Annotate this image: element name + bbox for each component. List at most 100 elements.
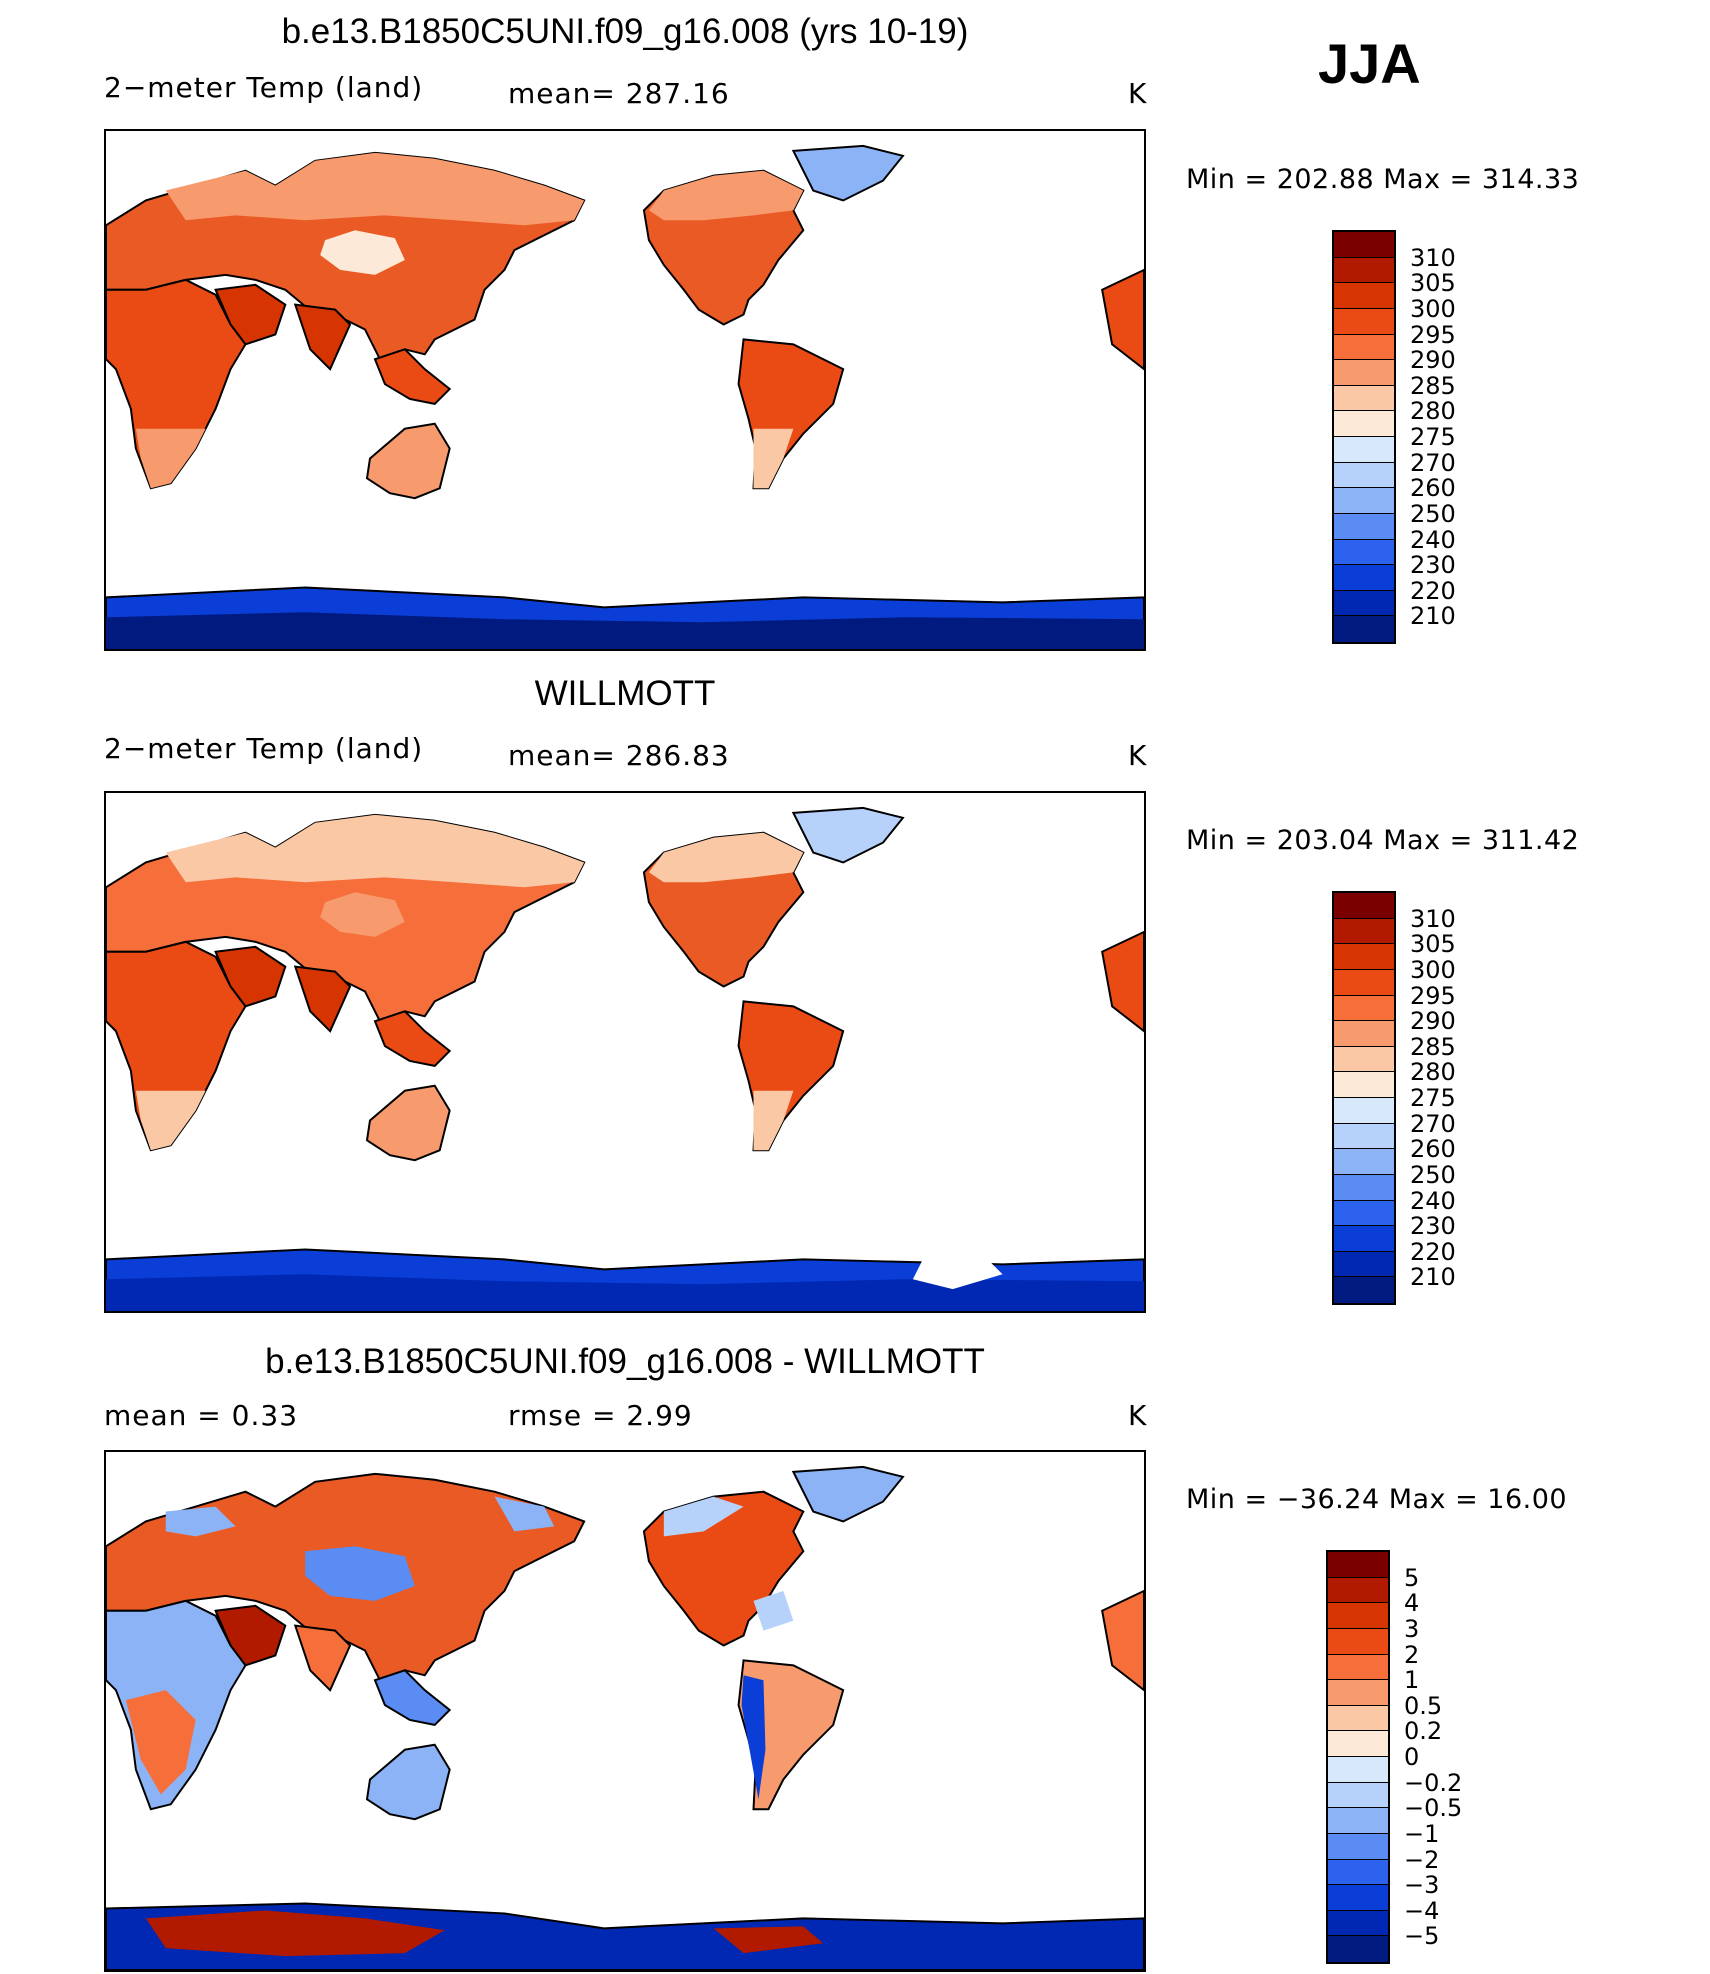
colorbar-swatch (1334, 1251, 1394, 1278)
colorbar-swatch (1334, 995, 1394, 1022)
mean-label: mean= 286.83 (508, 739, 730, 772)
colorbar-tick-label: 240 (1410, 1186, 1456, 1215)
colorbar-tick-label: 2 (1404, 1640, 1420, 1669)
units-label: K (1128, 1399, 1148, 1432)
units-label: K (1128, 77, 1148, 110)
colorbar-tick-label: 295 (1410, 320, 1456, 349)
map-panel (104, 1450, 1146, 1972)
colorbar-tick-label: 270 (1410, 448, 1456, 477)
colorbar-tick-label: 210 (1410, 602, 1456, 631)
iberia-wedge (1101, 930, 1144, 1033)
colorbar-swatch (1334, 308, 1394, 335)
colorbar-swatch (1334, 411, 1394, 437)
units-label: K (1128, 739, 1148, 772)
colorbar-swatch (1328, 1628, 1388, 1655)
colorbar-swatch (1334, 1277, 1394, 1303)
colorbar-tick-label: 270 (1410, 1109, 1456, 1138)
colorbar-tick-label: 230 (1410, 1212, 1456, 1241)
colorbar-tick-label: 0.2 (1404, 1717, 1443, 1746)
colorbar-swatch (1334, 360, 1394, 386)
colorbar-tick-label: 0.5 (1404, 1691, 1443, 1720)
eurasia-north (165, 152, 585, 226)
colorbar-swatch (1334, 257, 1394, 284)
colorbar-swatch (1334, 385, 1394, 412)
colorbar-swatch (1334, 590, 1394, 617)
map-panel (104, 791, 1146, 1313)
variable-label: 2−meter Temp (land) (104, 732, 424, 765)
colorbar-swatch (1334, 1174, 1394, 1201)
colorbar-swatch (1334, 893, 1394, 919)
colorbar-tick-label: 285 (1410, 1032, 1456, 1061)
map-panel (104, 129, 1146, 651)
colorbar-swatch (1328, 1577, 1388, 1604)
colorbar-swatch (1334, 232, 1394, 258)
colorbar-tick-label: 250 (1410, 1160, 1456, 1189)
north-america-cool (663, 1496, 794, 1631)
colorbar-tick-label: 210 (1410, 1263, 1456, 1292)
colorbar-tick-label: 285 (1410, 371, 1456, 400)
temperature-map (106, 144, 1144, 649)
colorbar-swatch (1328, 1603, 1388, 1629)
se-asia (373, 1669, 452, 1726)
iberia-wedge (1101, 268, 1144, 371)
colorbar-swatch (1334, 334, 1394, 361)
colorbar-tick-label: 240 (1410, 525, 1456, 554)
ice-shelf-gap (912, 1254, 1003, 1290)
antarctica-warm-anomaly (145, 1910, 824, 1957)
colorbar-tick-label: 290 (1410, 346, 1456, 375)
panel-title: WILLMOTT (534, 674, 716, 713)
greenland (791, 806, 905, 864)
se-asia (373, 1010, 452, 1067)
patagonia (753, 428, 794, 489)
colorbar-tick-label: 305 (1410, 930, 1456, 959)
tibet (320, 230, 405, 275)
tibet-anomaly (305, 1546, 415, 1601)
colorbar-swatch (1328, 1833, 1388, 1860)
colorbar-swatch (1334, 918, 1394, 945)
colorbar-tick-label: 3 (1404, 1614, 1420, 1643)
colorbar-tick-label: −0.5 (1404, 1794, 1463, 1823)
colorbar-swatch (1334, 1123, 1394, 1150)
colorbar-swatch (1334, 1098, 1394, 1124)
colorbar-tick-label: 310 (1410, 904, 1456, 933)
colorbar-swatch (1334, 283, 1394, 309)
colorbar-swatch (1334, 1149, 1394, 1175)
australia (365, 1743, 451, 1821)
colorbar-tick-label: −4 (1404, 1896, 1440, 1925)
australia (365, 1084, 451, 1162)
colorbar-swatch (1334, 488, 1394, 514)
colorbar-swatch (1328, 1680, 1388, 1706)
panel-title: b.e13.B1850C5UNI.f09_g16.008 - WILLMOTT (265, 1342, 985, 1381)
greenland (791, 144, 905, 202)
colorbar-swatch (1334, 462, 1394, 489)
antarctica-deep (106, 1274, 1144, 1311)
colorbar-swatch (1334, 437, 1394, 463)
colorbar-swatch (1334, 1226, 1394, 1252)
colorbar-swatch (1328, 1910, 1388, 1937)
colorbar-tick-label: 300 (1410, 294, 1456, 323)
colorbar (1326, 1550, 1390, 1964)
colorbar-tick-label: 290 (1410, 1007, 1456, 1036)
colorbar-tick-label: 310 (1410, 243, 1456, 272)
tibet (320, 892, 405, 937)
colorbar-swatch (1328, 1731, 1388, 1757)
africa-south (135, 1090, 206, 1151)
colorbar-swatch (1328, 1808, 1388, 1834)
colorbar-tick-label: 275 (1410, 423, 1456, 451)
colorbar-swatch (1334, 1021, 1394, 1047)
eurasia-blue-patches (165, 1496, 555, 1537)
colorbar-tick-label: 260 (1410, 1135, 1456, 1164)
greenland (791, 1465, 905, 1523)
africa-warm (125, 1690, 196, 1795)
min-max-label: Min = 203.04 Max = 311.42 (1186, 825, 1580, 856)
min-max-label: Min = −36.24 Max = 16.00 (1186, 1484, 1568, 1515)
eurasia-north (165, 814, 585, 888)
colorbar-swatch (1334, 565, 1394, 591)
antarctica-deep (106, 612, 1144, 649)
colorbar-tick-label: 300 (1410, 955, 1456, 984)
colorbar-swatch (1328, 1782, 1388, 1809)
min-max-label: Min = 202.88 Max = 314.33 (1186, 164, 1580, 195)
colorbar-tick-label: −0.2 (1404, 1768, 1463, 1797)
mean-label: mean = 0.33 (104, 1399, 299, 1432)
difference-map (106, 1465, 1144, 1970)
